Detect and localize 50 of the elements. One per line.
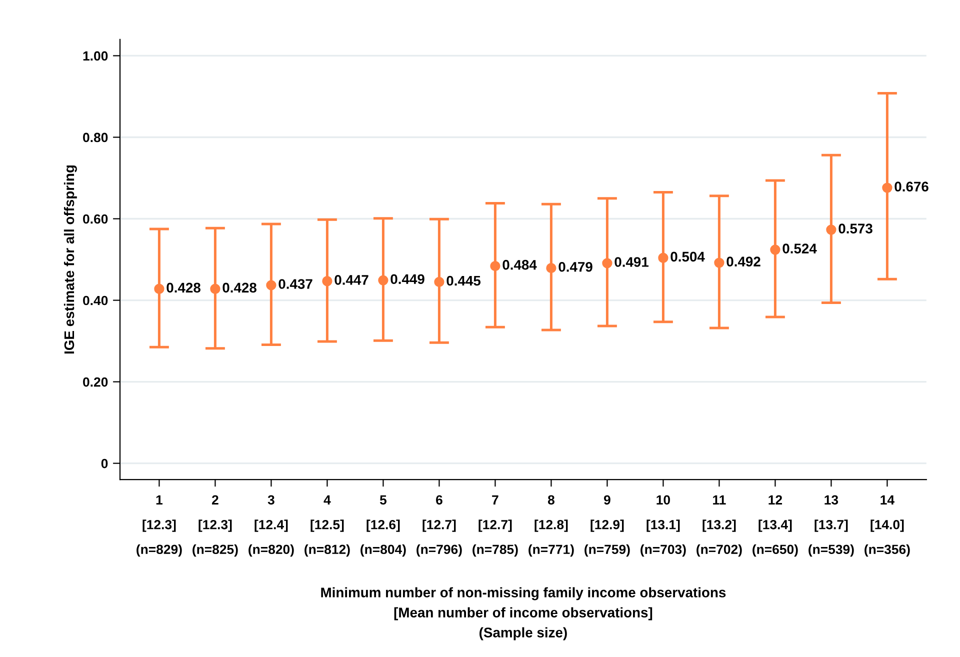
x-tick-label: 8 [12.8] (n=771) [528, 495, 574, 557]
x-axis-title: Minimum number of non-missing family income observations [Mean number of income observations] (Sample size) [321, 587, 726, 640]
point [602, 258, 612, 268]
x-tick-label: 4 [12.5] (n=812) [304, 495, 350, 557]
point [490, 260, 500, 272]
x-tick-label: 12 [13.4] (n=650) [752, 495, 798, 557]
x-tick-label: 1 [12.3] (n=829) [136, 495, 182, 557]
data-label: 0.428 [222, 282, 256, 293]
y-tick-label: 0.20 [83, 377, 108, 387]
x-tick-label: 5 [12.6] (n=804) [360, 495, 406, 557]
point [434, 276, 444, 288]
data-label: 0.573 [838, 224, 872, 234]
x-tick-label: 13 [13.7] (n=539) [808, 495, 854, 557]
y-tick-label: 1.00 [83, 51, 108, 61]
point [322, 276, 332, 286]
data-label: 0.484 [502, 260, 537, 270]
data-label: 0.445 [446, 276, 481, 286]
data-label: 0.676 [894, 182, 928, 192]
x-tick-label: 14 [14.0] (n=356) [864, 495, 910, 557]
x-tick-label: 10 [13.1] (n=703) [640, 495, 686, 557]
y-tick-label: 0.80 [83, 132, 108, 142]
x-tick-label: 9 [12.9] (n=759) [584, 495, 630, 557]
data-label: 0.479 [558, 262, 592, 272]
y-tick-label: 0.60 [83, 214, 108, 224]
data-label: 0.504 [670, 252, 705, 262]
x-tick-label: 11 [13.2] (n=702) [696, 495, 742, 557]
point [546, 262, 556, 274]
data-label: 0.449 [390, 274, 424, 284]
point [714, 258, 724, 268]
x-tick-label: 2 [12.3] (n=825) [192, 495, 238, 557]
x-tick-label: 3 [12.4] (n=820) [248, 495, 294, 557]
point [210, 284, 220, 294]
y-axis-title: IGE estimate for all offspring [64, 166, 77, 354]
y-tick-label: 0.40 [83, 296, 108, 306]
point [266, 280, 276, 290]
point [658, 252, 668, 263]
point [882, 182, 892, 193]
data-label: 0.524 [782, 244, 817, 254]
data-label: 0.492 [726, 256, 760, 267]
data-label: 0.491 [614, 257, 649, 267]
y-tick-label: 0 [101, 458, 108, 468]
x-tick-label: 6 [12.7] (n=796) [416, 495, 462, 557]
point [826, 224, 836, 235]
data-label: 0.437 [278, 279, 312, 289]
point [154, 284, 164, 294]
x-tick-label: 7 [12.7] (n=785) [472, 495, 518, 557]
point [378, 275, 388, 286]
data-label: 0.428 [166, 282, 200, 293]
point [770, 244, 780, 255]
data-label: 0.447 [334, 275, 368, 285]
